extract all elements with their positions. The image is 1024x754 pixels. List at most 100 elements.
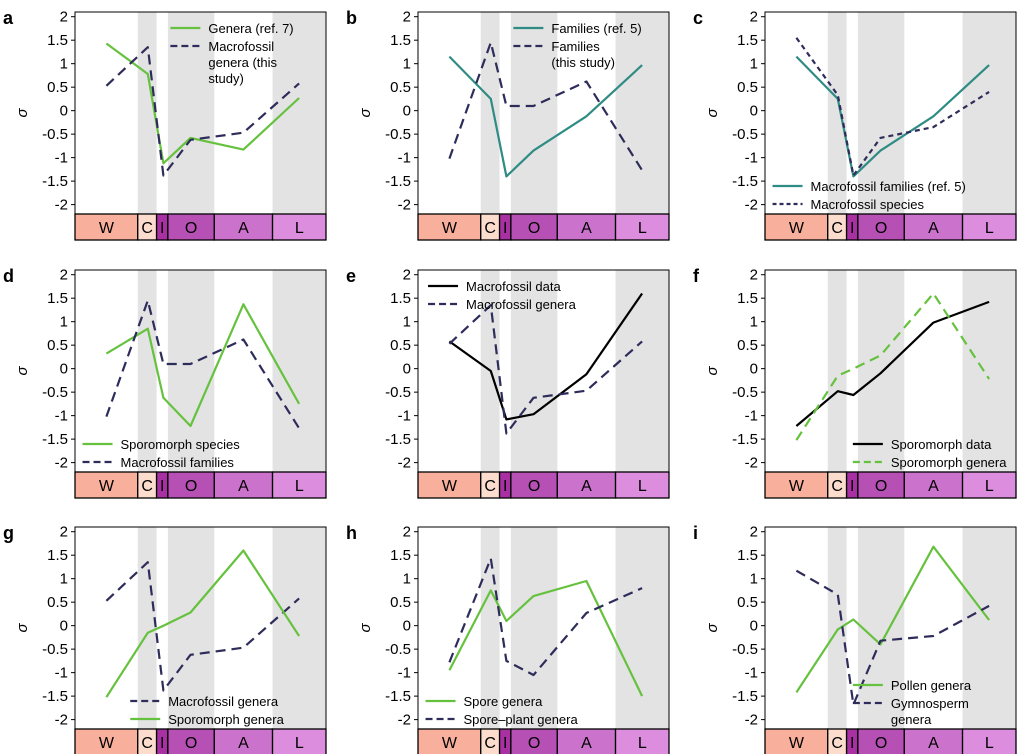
period-cell-c-0 [764,213,829,241]
period-cell-b-3 [510,213,558,241]
period-label-g-4: A [238,735,249,752]
period-label-d-5: L [295,478,304,495]
period-label-b-0: W [442,220,458,237]
y-tick-label-f-1: 1.5 [737,290,758,307]
period-label-f-3: O [875,478,887,495]
y-tick-label-h-8: -2 [398,712,411,729]
shade-band-g-2 [272,527,326,729]
series-line-b-0 [448,55,643,178]
period-cell-c-3 [857,213,905,241]
period-label-i-0: W [789,735,805,752]
period-label-e-0: W [442,478,458,495]
y-tick-label-e-4: 0 [403,361,411,378]
period-cell-d-4 [213,471,274,499]
y-axis-label-h: σ [357,623,374,633]
panel-a: 2 1.5 1 0.5 0 -0.5 -1 -1.5 -2 σ a W C I O A L Genera (ref… [3,8,327,241]
y-tick-label-f-5: -0.5 [732,384,758,401]
period-cell-e-4 [556,471,617,499]
shade-band-g-0 [137,527,157,729]
period-label-a-1: C [141,220,153,237]
y-tick-label-b-0: 2 [403,9,411,26]
y-tick-label-a-1: 1.5 [47,32,68,49]
period-cell-c-5 [961,213,1017,241]
series-line-e-0 [448,292,644,421]
period-label-i-3: O [875,735,887,752]
legend-label-d-0: Sporomorph species [121,437,241,452]
legend-label-b-0: Families (ref. 5) [551,21,641,36]
shade-band-c-0 [827,12,847,214]
y-tick-label-i-0: 2 [750,524,758,541]
period-label-i-4: A [928,735,939,752]
y-tick-label-d-1: 1.5 [47,290,68,307]
period-label-d-1: C [141,478,153,495]
panel-letter-b: b [346,8,357,28]
panel-e: 2 1.5 1 0.5 0 -0.5 -1 -1.5 -2 e W C I O A L Macrofossil … [346,266,670,499]
series-line-i-0 [795,545,990,694]
y-tick-label-g-6: -1 [55,665,68,682]
period-label-h-0: W [442,735,458,752]
y-tick-label-g-2: 1 [60,571,68,588]
period-label-c-4: A [928,220,939,237]
y-tick-label-a-7: -1.5 [42,173,68,190]
period-label-e-4: A [581,478,592,495]
shade-band-i-0 [827,527,847,729]
y-tick-label-h-1: 1.5 [390,547,411,564]
legend-c: Macrofossil families (ref. 5) Macrofossil… [772,179,966,212]
panel-letter-f: f [693,266,700,286]
period-cell-d-5 [271,471,327,499]
y-axis-label-d: σ [14,366,31,376]
y-tick-label-d-2: 1 [60,314,68,331]
y-tick-label-g-4: 0 [60,618,68,635]
y-tick-label-b-7: -1.5 [385,173,411,190]
y-tick-label-g-3: 0.5 [47,594,68,611]
period-label-i-5: L [985,735,994,752]
shade-band-g-1 [167,527,215,729]
y-tick-label-e-8: -2 [398,455,411,472]
y-tick-label-g-5: -0.5 [42,641,68,658]
y-tick-label-h-0: 2 [403,524,411,541]
shade-band-d-0 [137,270,157,472]
y-tick-label-f-6: -1 [745,408,758,425]
period-label-h-1: C [484,735,496,752]
series-line-g-0 [105,561,300,692]
legend-g: Macrofossil genera Sporomorph genera [130,694,285,727]
y-tick-label-d-3: 0.5 [47,337,68,354]
legend-label-i-1: Gymnosperm genera [891,696,969,727]
y-tick-label-e-6: -1 [398,408,411,425]
period-label-c-1: C [831,220,843,237]
period-cell-f-3 [857,471,905,499]
y-tick-label-h-6: -1 [398,665,411,682]
y-tick-label-f-8: -2 [745,455,758,472]
period-cell-e-0 [417,471,482,499]
y-tick-label-c-7: -1.5 [732,173,758,190]
y-tick-label-i-2: 1 [750,571,758,588]
period-label-g-2: I [160,735,164,752]
series-line-a-0 [105,42,300,165]
y-tick-label-b-5: -0.5 [385,126,411,143]
period-label-e-1: C [484,478,496,495]
period-cell-i-3 [857,728,905,754]
period-label-i-2: I [850,735,854,752]
panel-d: 2 1.5 1 0.5 0 -0.5 -1 -1.5 -2 σ d W C I O A L Sporomorph … [3,266,327,499]
panel-letter-g: g [3,523,14,543]
y-axis-label-i: σ [704,623,721,633]
y-tick-label-i-6: -1 [745,665,758,682]
period-label-i-1: C [831,735,843,752]
period-cell-f-5 [961,471,1017,499]
panel-letter-a: a [3,8,14,28]
legend-label-i-0: Pollen genera [891,678,972,693]
y-tick-label-g-7: -1.5 [42,688,68,705]
period-label-b-5: L [638,220,647,237]
y-tick-label-d-7: -1.5 [42,431,68,448]
y-tick-label-a-5: -0.5 [42,126,68,143]
period-cell-f-4 [903,471,964,499]
period-cell-a-0 [74,213,139,241]
panel-letter-d: d [3,266,14,286]
period-label-e-3: O [528,478,540,495]
legend-d: Sporomorph species Macrofossil families [82,437,241,470]
period-label-h-5: L [638,735,647,752]
legend-label-line-a-1-0: Macrofossil [208,39,274,54]
